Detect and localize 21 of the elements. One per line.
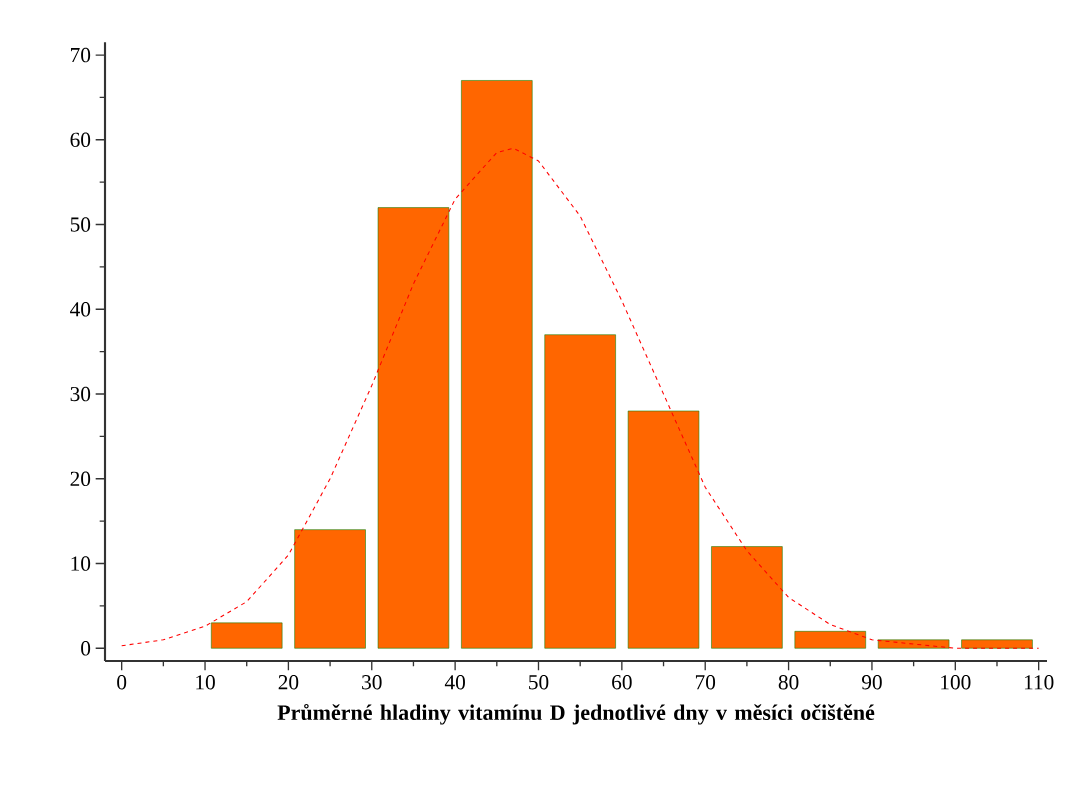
x-tick-label: 60 (612, 675, 632, 690)
x-tick-label: 40 (444, 675, 465, 690)
x-tick-label: 20 (278, 675, 299, 690)
y-tick-label: 0 (81, 641, 91, 656)
x-tick-label: 110 (1024, 675, 1054, 690)
x-tick-label: 10 (196, 675, 215, 690)
x-axis-title: Průměrné hladiny vitamínu D jednotlivé dny v měsíci očištěné (277, 703, 875, 725)
y-tick-label: 10 (71, 556, 91, 571)
x-tick-label: 100 (941, 675, 971, 690)
x-tick-label: 50 (529, 675, 549, 690)
y-tick-label: 30 (70, 386, 91, 402)
y-tick-label: 60 (70, 132, 91, 147)
x-tick-label: 80 (778, 675, 799, 690)
y-tick-label: 50 (70, 217, 91, 232)
y-tick-label: 70 (71, 47, 91, 63)
x-tick-label: 70 (695, 675, 716, 690)
x-tick-label: 0 (117, 675, 127, 690)
x-tick-label: 30 (362, 675, 382, 690)
x-tick-label: 90 (861, 675, 882, 690)
y-tick-label: 20 (70, 471, 91, 486)
y-tick-label: 40 (70, 302, 91, 317)
